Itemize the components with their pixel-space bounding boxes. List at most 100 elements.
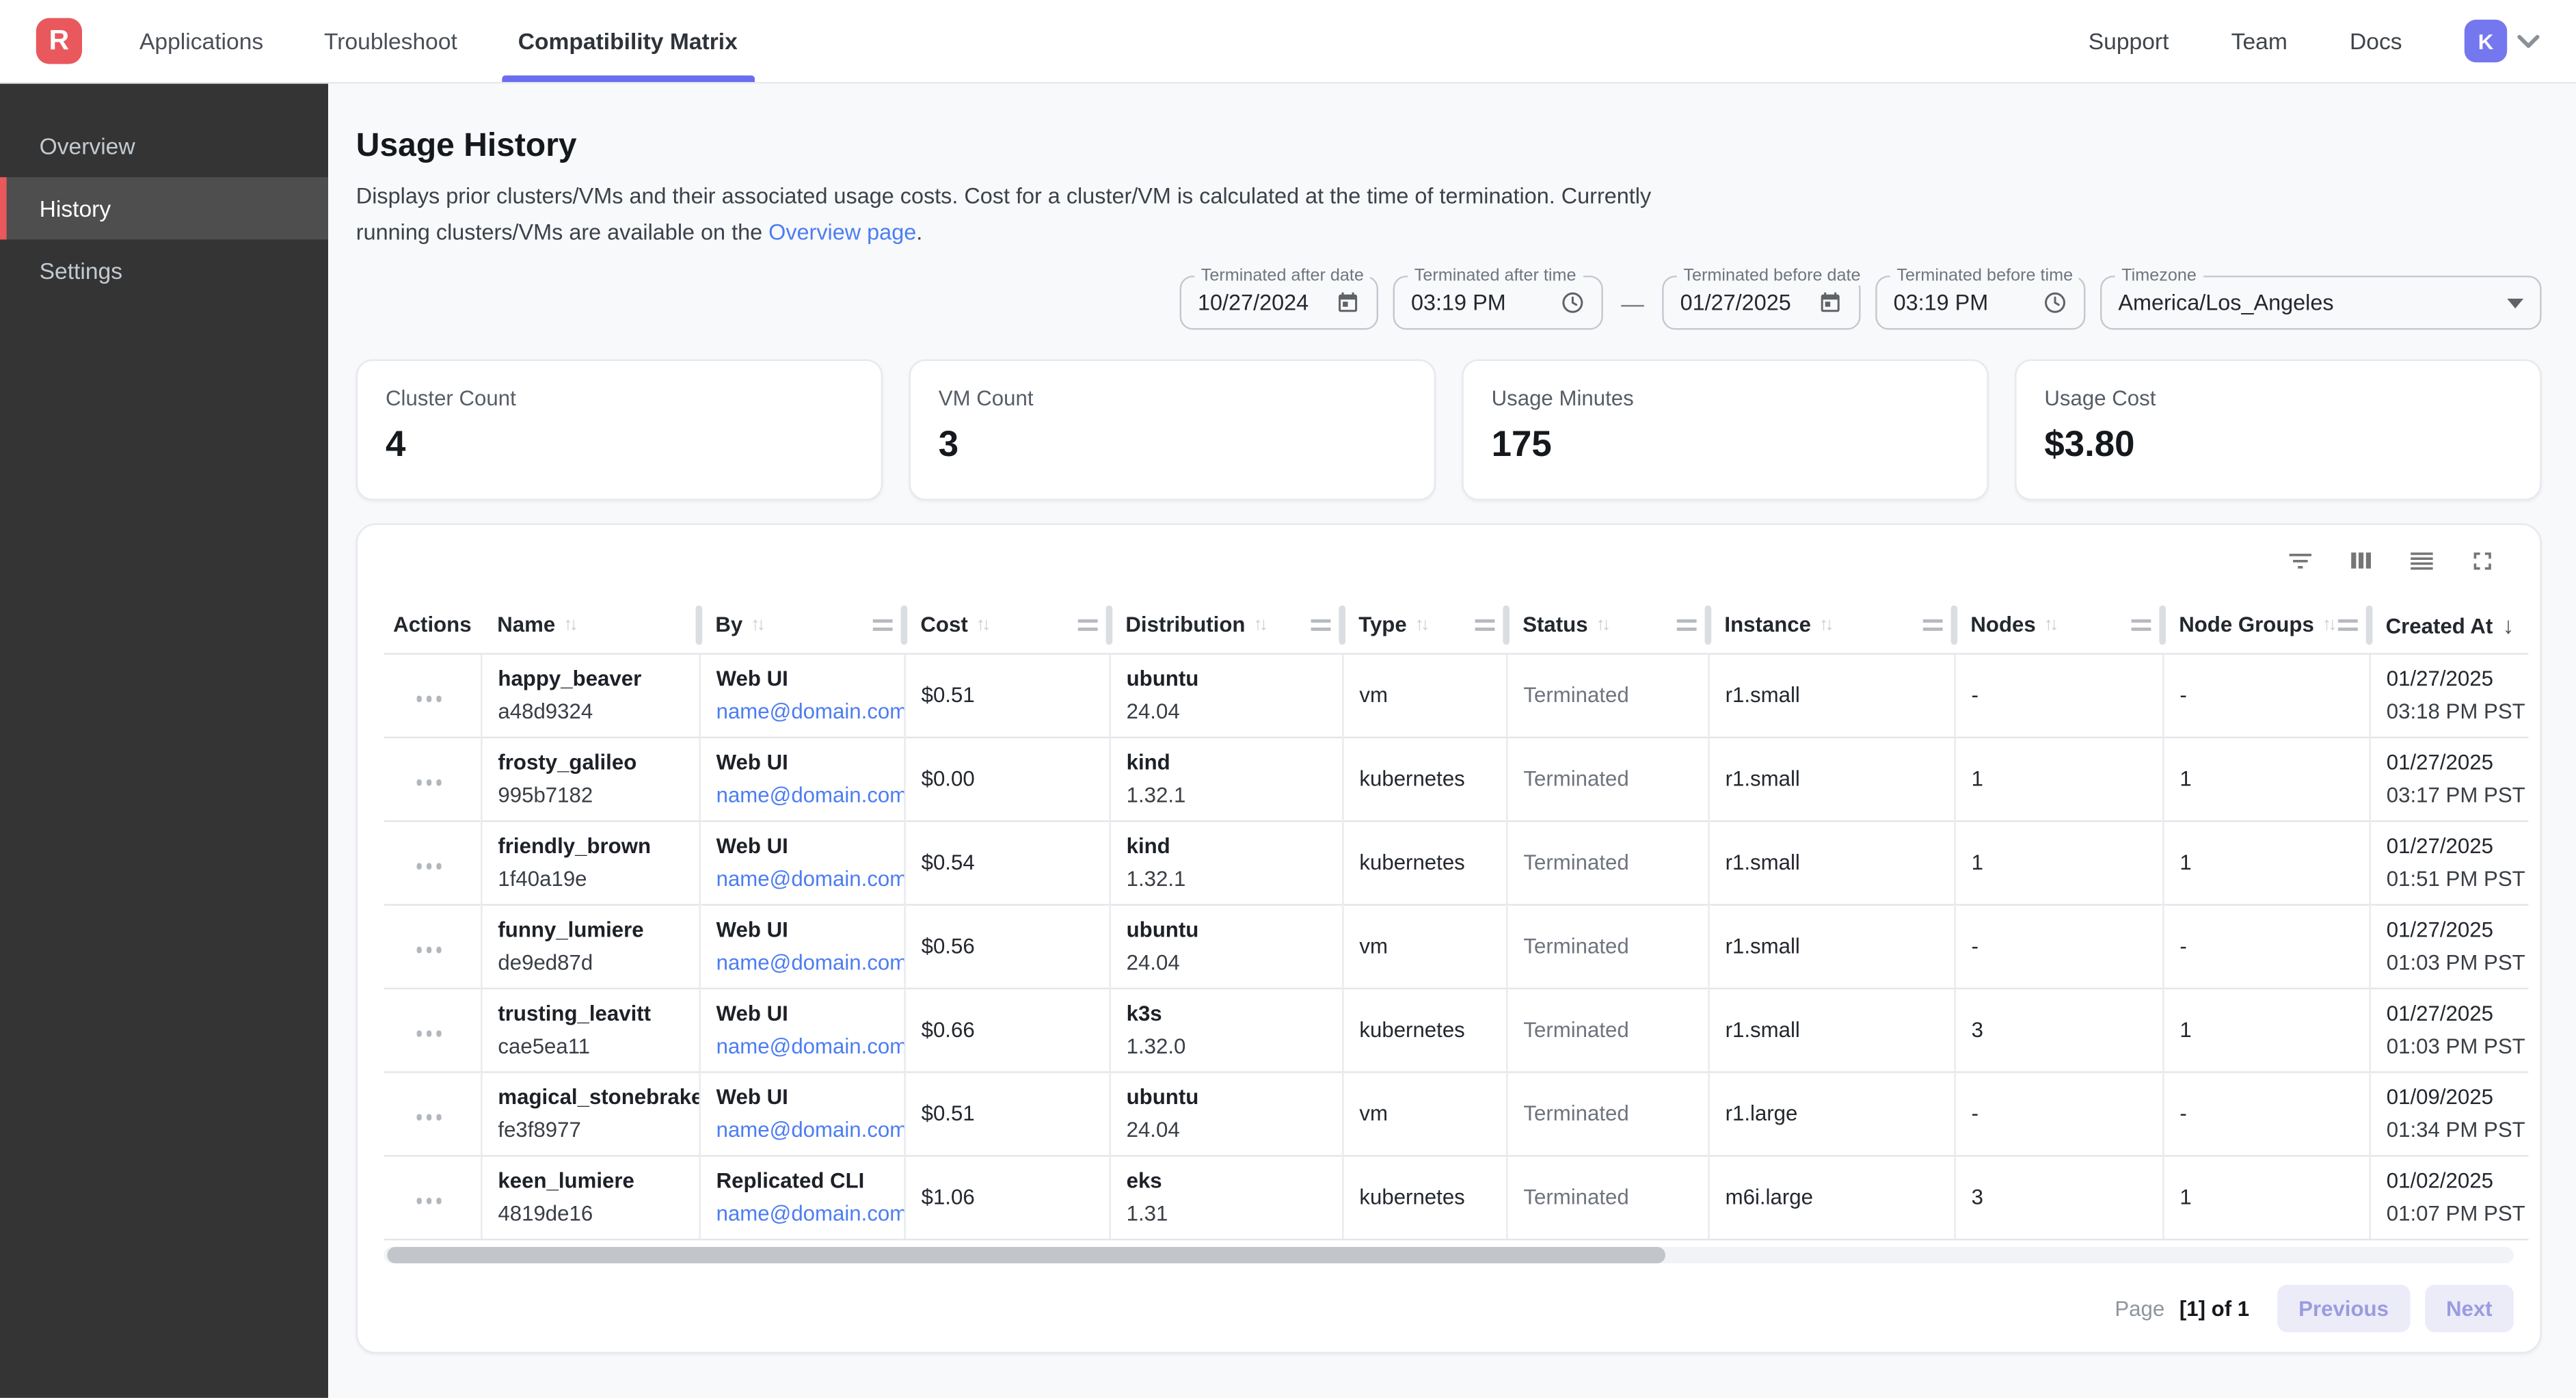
nav-link-docs[interactable]: Docs: [2350, 27, 2402, 55]
sort-icon[interactable]: ↑↓: [2043, 616, 2059, 636]
more-horizontal-icon[interactable]: [410, 1192, 448, 1211]
column-resize-handle[interactable]: [872, 619, 893, 631]
stat-value: $3.80: [2044, 423, 2135, 465]
sort-icon[interactable]: ↑↓: [1253, 616, 1268, 636]
created-by-email-link[interactable]: name@domain.com: [716, 783, 904, 808]
column-header-cost[interactable]: Cost ↑↓: [900, 597, 1109, 654]
cluster-name: keen_lumiere: [498, 1168, 634, 1194]
columns-icon[interactable]: [2343, 543, 2379, 580]
cost-cell: $0.51: [903, 652, 1110, 738]
table-toolbar: [358, 525, 2540, 597]
cost-cell: $1.06: [903, 1154, 1110, 1240]
calendar-icon[interactable]: [1336, 291, 1360, 315]
cluster-id: a48d9324: [498, 699, 593, 724]
sidebar-item-settings[interactable]: Settings: [39, 257, 123, 284]
more-horizontal-icon[interactable]: [410, 689, 448, 708]
description-period: .: [916, 219, 923, 244]
created-by-email-link[interactable]: name@domain.com: [716, 1034, 904, 1059]
clock-icon[interactable]: [2043, 291, 2067, 315]
caret-down-icon[interactable]: [2507, 298, 2524, 308]
created-date: 01/27/2025: [2386, 666, 2493, 691]
created-time: 03:17 PM PST: [2386, 783, 2525, 808]
status-cell: Terminated: [1505, 987, 1708, 1072]
more-horizontal-icon[interactable]: [410, 857, 448, 876]
column-header-distribution[interactable]: Distribution ↑↓: [1105, 597, 1342, 654]
terminated-before-time-field[interactable]: Terminated before time 03:19 PM: [1875, 266, 2086, 330]
nav-link-team[interactable]: Team: [2231, 27, 2287, 55]
column-header-nodes[interactable]: Nodes ↑↓: [1950, 597, 2162, 654]
field-value: 03:19 PM: [1411, 291, 1506, 316]
field-label: Terminated before date: [1676, 266, 1868, 286]
more-horizontal-icon[interactable]: [410, 941, 448, 960]
nav-link-support[interactable]: Support: [2088, 27, 2169, 55]
filter-icon[interactable]: [2282, 543, 2318, 580]
column-resize-handle[interactable]: [1077, 619, 1098, 631]
column-resize-handle[interactable]: [1676, 619, 1697, 631]
column-resize-handle[interactable]: [2131, 619, 2151, 631]
type-cell: kubernetes: [1341, 987, 1507, 1072]
more-horizontal-icon[interactable]: [410, 1024, 448, 1043]
column-resize-handle[interactable]: [1475, 619, 1495, 631]
created-by-email-link[interactable]: name@domain.com: [716, 866, 904, 891]
node-groups-cell: -: [2162, 903, 2370, 989]
nodes-cell: 1: [1953, 736, 2163, 821]
sidebar-item-history[interactable]: History: [0, 177, 329, 240]
timezone-select[interactable]: Timezone America/Los_Angeles: [2100, 266, 2542, 330]
more-horizontal-icon[interactable]: [410, 773, 448, 792]
avatar[interactable]: K: [2464, 19, 2508, 63]
app-logo[interactable]: R: [36, 18, 83, 64]
main-content: Usage History Displays prior clusters/VM…: [328, 83, 2576, 1397]
terminated-before-date-field[interactable]: Terminated before date 01/27/2025: [1662, 266, 1868, 330]
horizontal-scrollbar-track[interactable]: [384, 1246, 2514, 1263]
sort-icon[interactable]: ↑↓: [1596, 616, 1611, 636]
sort-desc-icon[interactable]: ↓: [2502, 612, 2514, 638]
tab-troubleshoot[interactable]: Troubleshoot: [324, 27, 457, 55]
sort-icon[interactable]: ↑↓: [2322, 616, 2337, 636]
column-resize-handle[interactable]: [1922, 619, 1943, 631]
next-page-button[interactable]: Next: [2424, 1284, 2514, 1332]
tab-compatibility-matrix[interactable]: Compatibility Matrix: [501, 0, 754, 83]
sort-icon[interactable]: ↑↓: [1819, 616, 1834, 636]
cluster-name: trusting_leavitt: [498, 1001, 652, 1026]
horizontal-scrollbar-thumb[interactable]: [387, 1246, 1665, 1263]
column-header-instance[interactable]: Instance ↑↓: [1704, 597, 1954, 654]
account-menu[interactable]: K: [2464, 19, 2540, 63]
distribution-name: ubuntu: [1126, 1084, 1199, 1110]
instance-cell: r1.large: [1707, 1071, 1955, 1156]
more-horizontal-icon[interactable]: [410, 1107, 448, 1127]
created-by-email-link[interactable]: name@domain.com: [716, 950, 904, 976]
clock-icon[interactable]: [1560, 291, 1585, 315]
column-separator: [1339, 605, 1345, 645]
created-by-email-link[interactable]: name@domain.com: [716, 699, 904, 724]
sort-icon[interactable]: ↑↓: [563, 616, 578, 636]
column-header-name[interactable]: Name ↑↓: [481, 597, 699, 654]
column-resize-handle[interactable]: [1311, 619, 1331, 631]
column-header-node-groups[interactable]: Node Groups ↑↓: [2159, 597, 2369, 654]
column-header-status[interactable]: Status ↑↓: [1503, 597, 1708, 654]
density-icon[interactable]: [2404, 543, 2440, 580]
sidebar-item-overview[interactable]: Overview: [39, 133, 135, 159]
sidebar: Overview History Settings: [0, 83, 329, 1398]
previous-page-button[interactable]: Previous: [2277, 1284, 2411, 1332]
column-header-by[interactable]: By ↑↓: [695, 597, 904, 654]
sort-icon[interactable]: ↑↓: [976, 616, 991, 636]
tab-applications[interactable]: Applications: [139, 27, 264, 55]
column-resize-handle[interactable]: [2338, 619, 2358, 631]
overview-page-link[interactable]: Overview page: [768, 219, 917, 244]
cluster-id: de9ed87d: [498, 950, 593, 976]
terminated-after-time-field[interactable]: Terminated after time 03:19 PM: [1393, 266, 1603, 330]
column-header-type[interactable]: Type ↑↓: [1339, 597, 1506, 654]
instance-cell: r1.small: [1707, 652, 1955, 738]
created-date: 01/27/2025: [2386, 917, 2493, 943]
terminated-after-date-field[interactable]: Terminated after date 10/27/2024: [1179, 266, 1379, 330]
sort-icon[interactable]: ↑↓: [1414, 616, 1430, 636]
node-groups-cell: 1: [2162, 987, 2370, 1072]
chevron-down-icon[interactable]: [2517, 33, 2540, 49]
column-header-created-at[interactable]: Created At ↓: [2365, 597, 2529, 654]
calendar-icon[interactable]: [1818, 291, 1842, 315]
fullscreen-icon[interactable]: [2465, 543, 2501, 580]
created-by-email-link[interactable]: name@domain.com: [716, 1201, 904, 1226]
sort-icon[interactable]: ↑↓: [751, 616, 766, 636]
stat-card-vm-count: VM Count 3: [909, 360, 1436, 501]
created-by-email-link[interactable]: name@domain.com: [716, 1117, 904, 1142]
